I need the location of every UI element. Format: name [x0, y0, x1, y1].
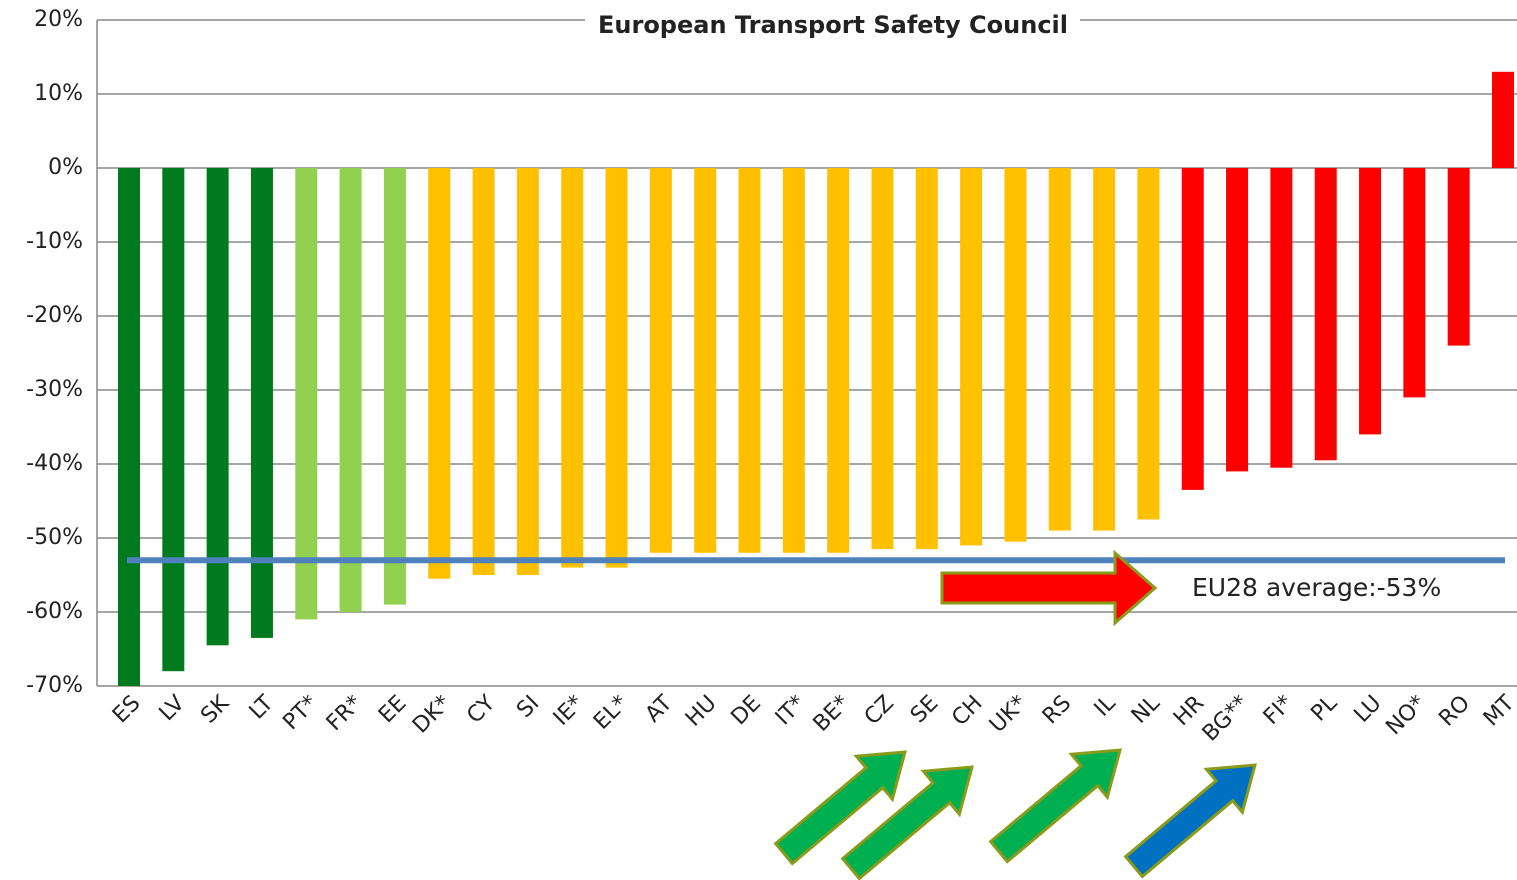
bar: [827, 168, 850, 553]
x-tick-label: SI: [512, 691, 544, 723]
bar: [1226, 168, 1249, 472]
x-tick-label: IE*: [549, 691, 589, 731]
bar: [1492, 71, 1514, 168]
red-arrow: [940, 549, 1158, 627]
bar: [1359, 168, 1382, 435]
blue-arrow: [1123, 763, 1258, 879]
bar: [295, 168, 318, 620]
green-arrow: [773, 750, 908, 866]
x-tick-label: ES: [108, 691, 145, 728]
bar: [782, 168, 805, 553]
bar: [1093, 168, 1116, 531]
bar: [383, 168, 406, 605]
grid: -70% -60% -50% -40% -30% -20% -10% 0% 10% 20% ES LV…: [26, 7, 1517, 747]
bar: [871, 168, 894, 550]
bar: [516, 168, 539, 575]
x-tick-label: UK*: [985, 691, 1032, 738]
y-tick-label: -30%: [26, 377, 83, 402]
x-tick-label: NO*: [1381, 691, 1430, 740]
bar: [118, 168, 140, 686]
y-tick-label: 0%: [48, 155, 83, 180]
average-label: EU28 average:-53%: [1192, 573, 1441, 602]
bar: [1314, 168, 1337, 461]
bar: [1403, 168, 1426, 398]
green-arrow: [988, 748, 1123, 864]
x-tick-label: FR*: [322, 691, 367, 736]
x-tick-label: IL: [1090, 690, 1121, 721]
overlay: EU28 average:-53%: [127, 557, 1505, 602]
x-tick-label: PL: [1306, 690, 1342, 726]
bar: [960, 168, 983, 546]
x-tick-label: EL*: [589, 691, 633, 735]
bar: [472, 168, 495, 575]
bar: [605, 168, 628, 568]
bar: [1181, 168, 1204, 490]
x-tick-label: HU: [681, 691, 722, 732]
x-tick-label: FI*: [1259, 691, 1298, 730]
x-tick-label: IT*: [771, 691, 811, 731]
green-arrow: [840, 765, 975, 880]
x-tick-label: RO: [1434, 691, 1475, 732]
bar: [428, 168, 451, 579]
y-tick-label: -40%: [26, 451, 83, 476]
x-tick-label: RS: [1038, 691, 1076, 729]
x-tick-label: EE: [374, 691, 411, 728]
x-tick-label: SK: [196, 690, 234, 728]
bars: [118, 71, 1514, 686]
bar: [250, 168, 273, 638]
y-tick-label: -50%: [26, 525, 83, 550]
x-tick-label: BG**: [1198, 691, 1254, 747]
x-tick-label: CY: [462, 690, 500, 728]
y-tick-label: -70%: [26, 673, 83, 698]
x-tick-label: CZ: [860, 691, 899, 730]
x-tick-label: CH: [947, 691, 987, 731]
bar: [1137, 168, 1160, 520]
x-tick-label: DE: [727, 691, 766, 730]
y-tick-label: -10%: [26, 229, 83, 254]
bar: [1447, 168, 1470, 346]
y-tick-label: 10%: [34, 81, 83, 106]
bar: [694, 168, 717, 553]
x-tick-label: SE: [906, 691, 943, 728]
bar: [561, 168, 584, 568]
bar: [1270, 168, 1293, 468]
bar: [1004, 168, 1027, 542]
x-tick-label: PT*: [278, 691, 322, 735]
bar: [649, 168, 672, 553]
bar: [915, 168, 938, 550]
x-tick-label: BE*: [809, 691, 855, 737]
x-tick-label: MT: [1479, 690, 1517, 731]
x-tick-label: LV: [155, 691, 190, 726]
x-tick-label: DK*: [408, 691, 456, 739]
y-tick-label: -20%: [26, 303, 83, 328]
chart-title: European Transport Safety Council: [598, 11, 1068, 39]
bar: [738, 168, 761, 553]
bar: [1048, 168, 1071, 531]
bar: [206, 168, 229, 646]
x-tick-label: AT: [641, 690, 678, 727]
x-tick-label: LT: [245, 690, 279, 724]
x-tick-label: NL: [1127, 690, 1166, 729]
bar: [339, 168, 362, 612]
y-tick-label: 20%: [34, 7, 83, 32]
y-tick-label: -60%: [26, 599, 83, 624]
title-box: [585, 6, 1080, 44]
bar: [162, 168, 185, 672]
